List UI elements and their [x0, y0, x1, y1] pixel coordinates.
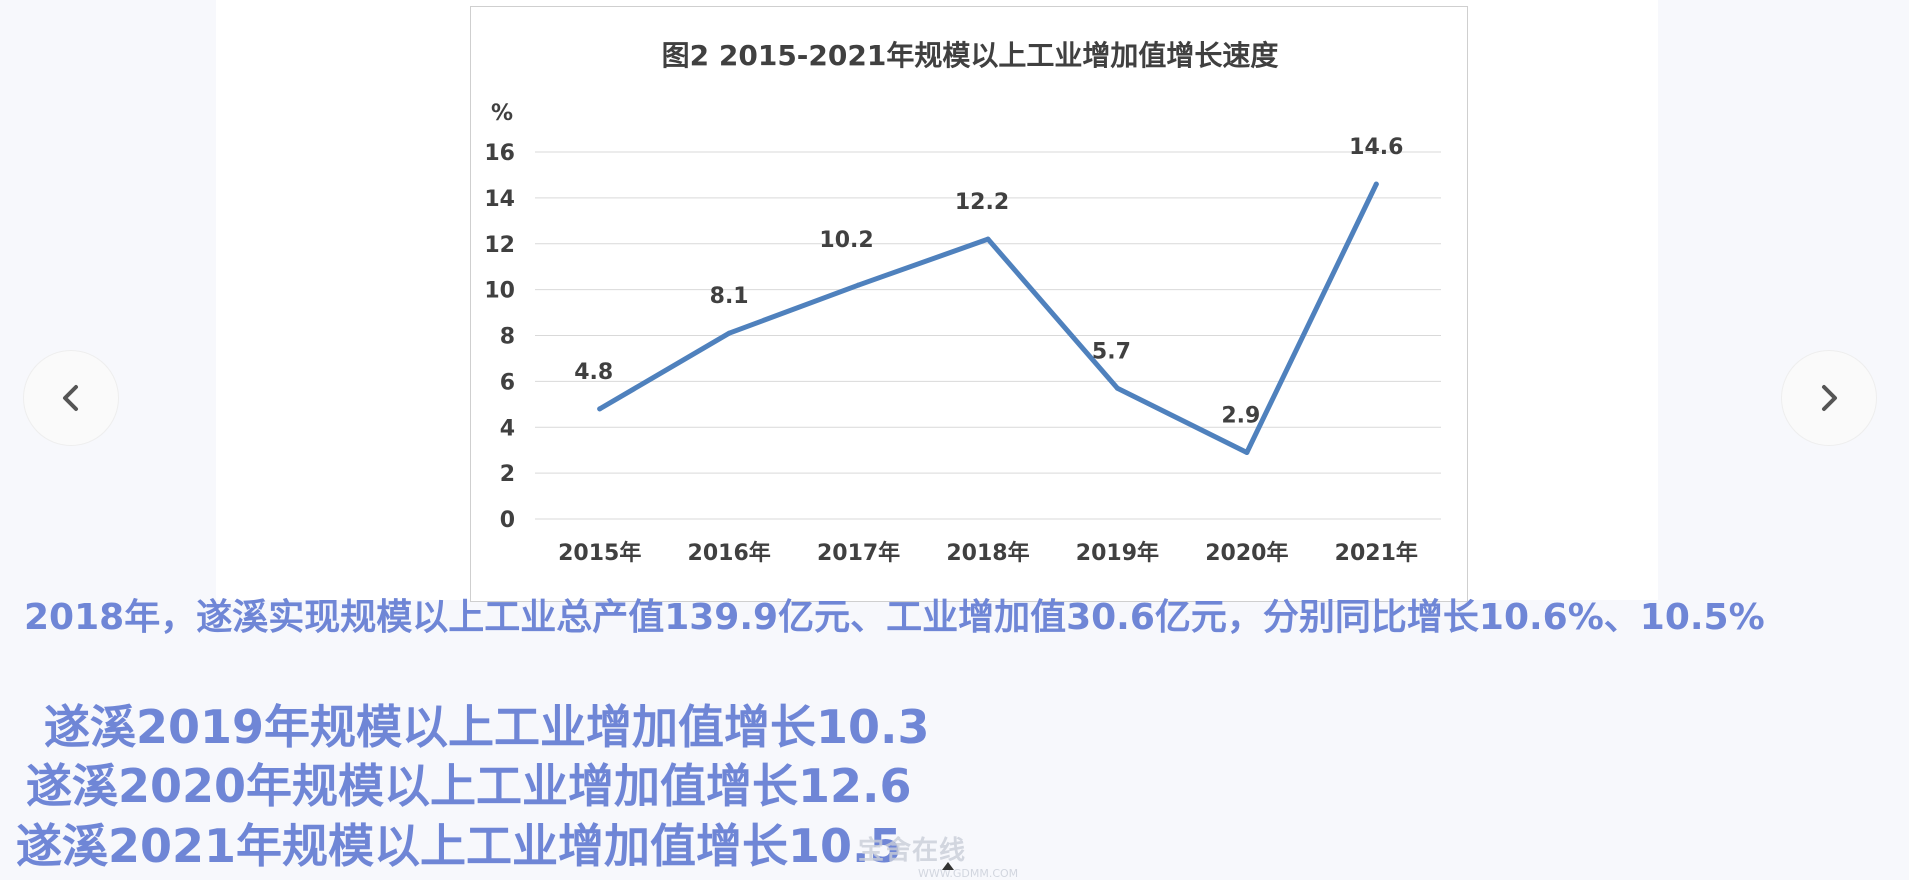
watermark-logo: 宝舍在线 WWW.GDMM.COM	[858, 830, 1018, 880]
chevron-right-icon	[1822, 385, 1837, 411]
data-point	[1114, 385, 1120, 391]
data-label: 2.9	[1221, 403, 1260, 428]
data-label: 12.2	[955, 190, 1009, 215]
data-point	[597, 406, 603, 412]
y-tick-label: 0	[500, 508, 515, 533]
x-tick-label: 2020年	[1205, 540, 1288, 566]
data-point	[856, 282, 862, 288]
x-tick-label: 2019年	[1076, 540, 1159, 566]
watermark-text: 宝舍在线	[858, 836, 967, 866]
caption-2021: 遂溪2021年规模以上工业增加值增长10.5	[16, 819, 902, 873]
watermark-url: WWW.GDMM.COM	[918, 867, 1019, 880]
x-tick-label: 2017年	[817, 540, 900, 566]
cursor-caret-icon	[942, 862, 954, 870]
data-label: 4.8	[574, 360, 613, 385]
data-point	[1244, 449, 1250, 455]
data-label: 8.1	[710, 284, 749, 309]
chart-title: 图2 2015-2021年规模以上工业增加值增长速度	[662, 39, 1279, 72]
caption-summary: 2018年，遂溪实现规模以上工业总产值139.9亿元、工业增加值30.6亿元，分…	[24, 597, 1765, 638]
y-tick-label: 2	[500, 462, 515, 487]
x-tick-label: 2015年	[558, 540, 641, 566]
data-label: 5.7	[1092, 339, 1131, 364]
x-tick-label: 2016年	[688, 540, 771, 566]
caption-2020: 遂溪2020年规模以上工业增加值增长12.6	[26, 759, 912, 813]
y-axis-unit-label: %	[491, 101, 513, 126]
data-point	[985, 236, 991, 242]
y-tick-label: 14	[484, 187, 515, 212]
line-chart: 图2 2015-2021年规模以上工业增加值增长速度% 0 2 4 6 8 10 12 14 16…	[484, 39, 1441, 566]
data-label: 14.6	[1349, 135, 1403, 160]
chart-image: 图2 2015-2021年规模以上工业增加值增长速度% 0 2 4 6 8 10 12 14 16…	[470, 6, 1468, 602]
x-tick-label: 2021年	[1335, 540, 1418, 566]
next-button[interactable]	[1781, 350, 1877, 446]
data-point	[726, 330, 732, 336]
caption-2019: 遂溪2019年规模以上工业增加值增长10.3	[44, 700, 930, 754]
data-label: 10.2	[819, 228, 873, 253]
x-tick-label: 2018年	[946, 540, 1029, 566]
y-tick-label: 10	[484, 279, 515, 304]
y-tick-label: 16	[484, 141, 515, 166]
prev-button[interactable]	[23, 350, 119, 446]
y-tick-label: 6	[500, 370, 515, 395]
y-tick-label: 8	[500, 325, 515, 350]
data-point	[1373, 181, 1379, 187]
y-tick-label: 4	[500, 416, 515, 441]
y-tick-label: 12	[484, 233, 515, 258]
chevron-left-icon	[63, 385, 78, 411]
